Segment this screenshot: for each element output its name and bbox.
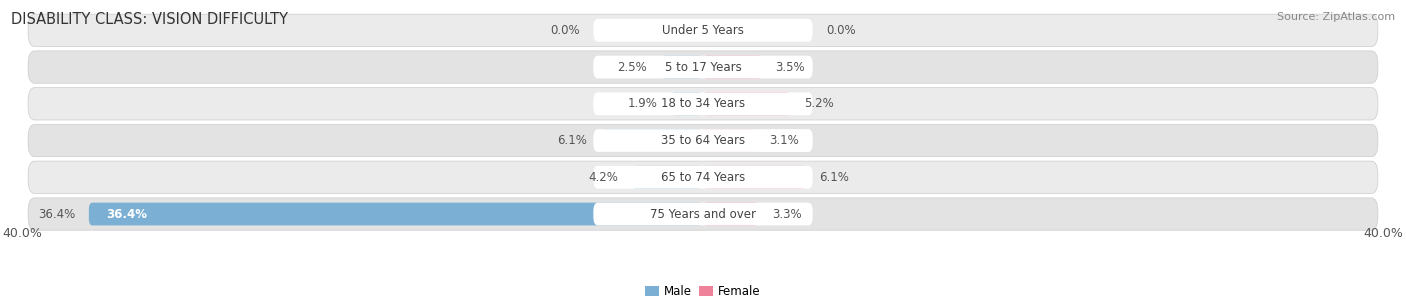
FancyBboxPatch shape — [633, 166, 703, 189]
FancyBboxPatch shape — [703, 166, 806, 189]
Text: 6.1%: 6.1% — [820, 171, 849, 184]
Text: Under 5 Years: Under 5 Years — [662, 24, 744, 37]
Text: 3.1%: 3.1% — [769, 134, 799, 147]
FancyBboxPatch shape — [593, 129, 813, 152]
FancyBboxPatch shape — [661, 56, 703, 78]
FancyBboxPatch shape — [89, 203, 703, 226]
FancyBboxPatch shape — [593, 19, 813, 42]
Text: 75 Years and over: 75 Years and over — [650, 208, 756, 220]
FancyBboxPatch shape — [28, 124, 1378, 157]
FancyBboxPatch shape — [600, 129, 703, 152]
Text: 4.2%: 4.2% — [589, 171, 619, 184]
FancyBboxPatch shape — [28, 161, 1378, 193]
Text: 6.1%: 6.1% — [557, 134, 586, 147]
FancyBboxPatch shape — [28, 88, 1378, 120]
Text: 5 to 17 Years: 5 to 17 Years — [665, 60, 741, 74]
FancyBboxPatch shape — [593, 56, 813, 78]
Text: 40.0%: 40.0% — [3, 227, 42, 240]
Text: 2.5%: 2.5% — [617, 60, 647, 74]
Text: DISABILITY CLASS: VISION DIFFICULTY: DISABILITY CLASS: VISION DIFFICULTY — [11, 12, 288, 27]
Text: 65 to 74 Years: 65 to 74 Years — [661, 171, 745, 184]
Text: 35 to 64 Years: 35 to 64 Years — [661, 134, 745, 147]
FancyBboxPatch shape — [593, 92, 813, 115]
FancyBboxPatch shape — [703, 129, 755, 152]
Legend: Male, Female: Male, Female — [641, 280, 765, 302]
FancyBboxPatch shape — [671, 92, 703, 115]
Text: 0.0%: 0.0% — [827, 24, 856, 37]
Text: 5.2%: 5.2% — [804, 97, 834, 110]
Text: 0.0%: 0.0% — [550, 24, 579, 37]
Text: 1.9%: 1.9% — [627, 97, 658, 110]
Text: Source: ZipAtlas.com: Source: ZipAtlas.com — [1277, 12, 1395, 22]
Text: 36.4%: 36.4% — [38, 208, 76, 220]
FancyBboxPatch shape — [703, 56, 762, 78]
Text: 36.4%: 36.4% — [105, 208, 146, 220]
FancyBboxPatch shape — [703, 203, 759, 226]
FancyBboxPatch shape — [703, 92, 790, 115]
FancyBboxPatch shape — [593, 166, 813, 189]
FancyBboxPatch shape — [28, 51, 1378, 83]
Text: 40.0%: 40.0% — [1364, 227, 1403, 240]
FancyBboxPatch shape — [28, 14, 1378, 47]
Text: 3.3%: 3.3% — [772, 208, 801, 220]
Text: 3.5%: 3.5% — [776, 60, 806, 74]
FancyBboxPatch shape — [28, 198, 1378, 230]
FancyBboxPatch shape — [593, 203, 813, 226]
Text: 18 to 34 Years: 18 to 34 Years — [661, 97, 745, 110]
